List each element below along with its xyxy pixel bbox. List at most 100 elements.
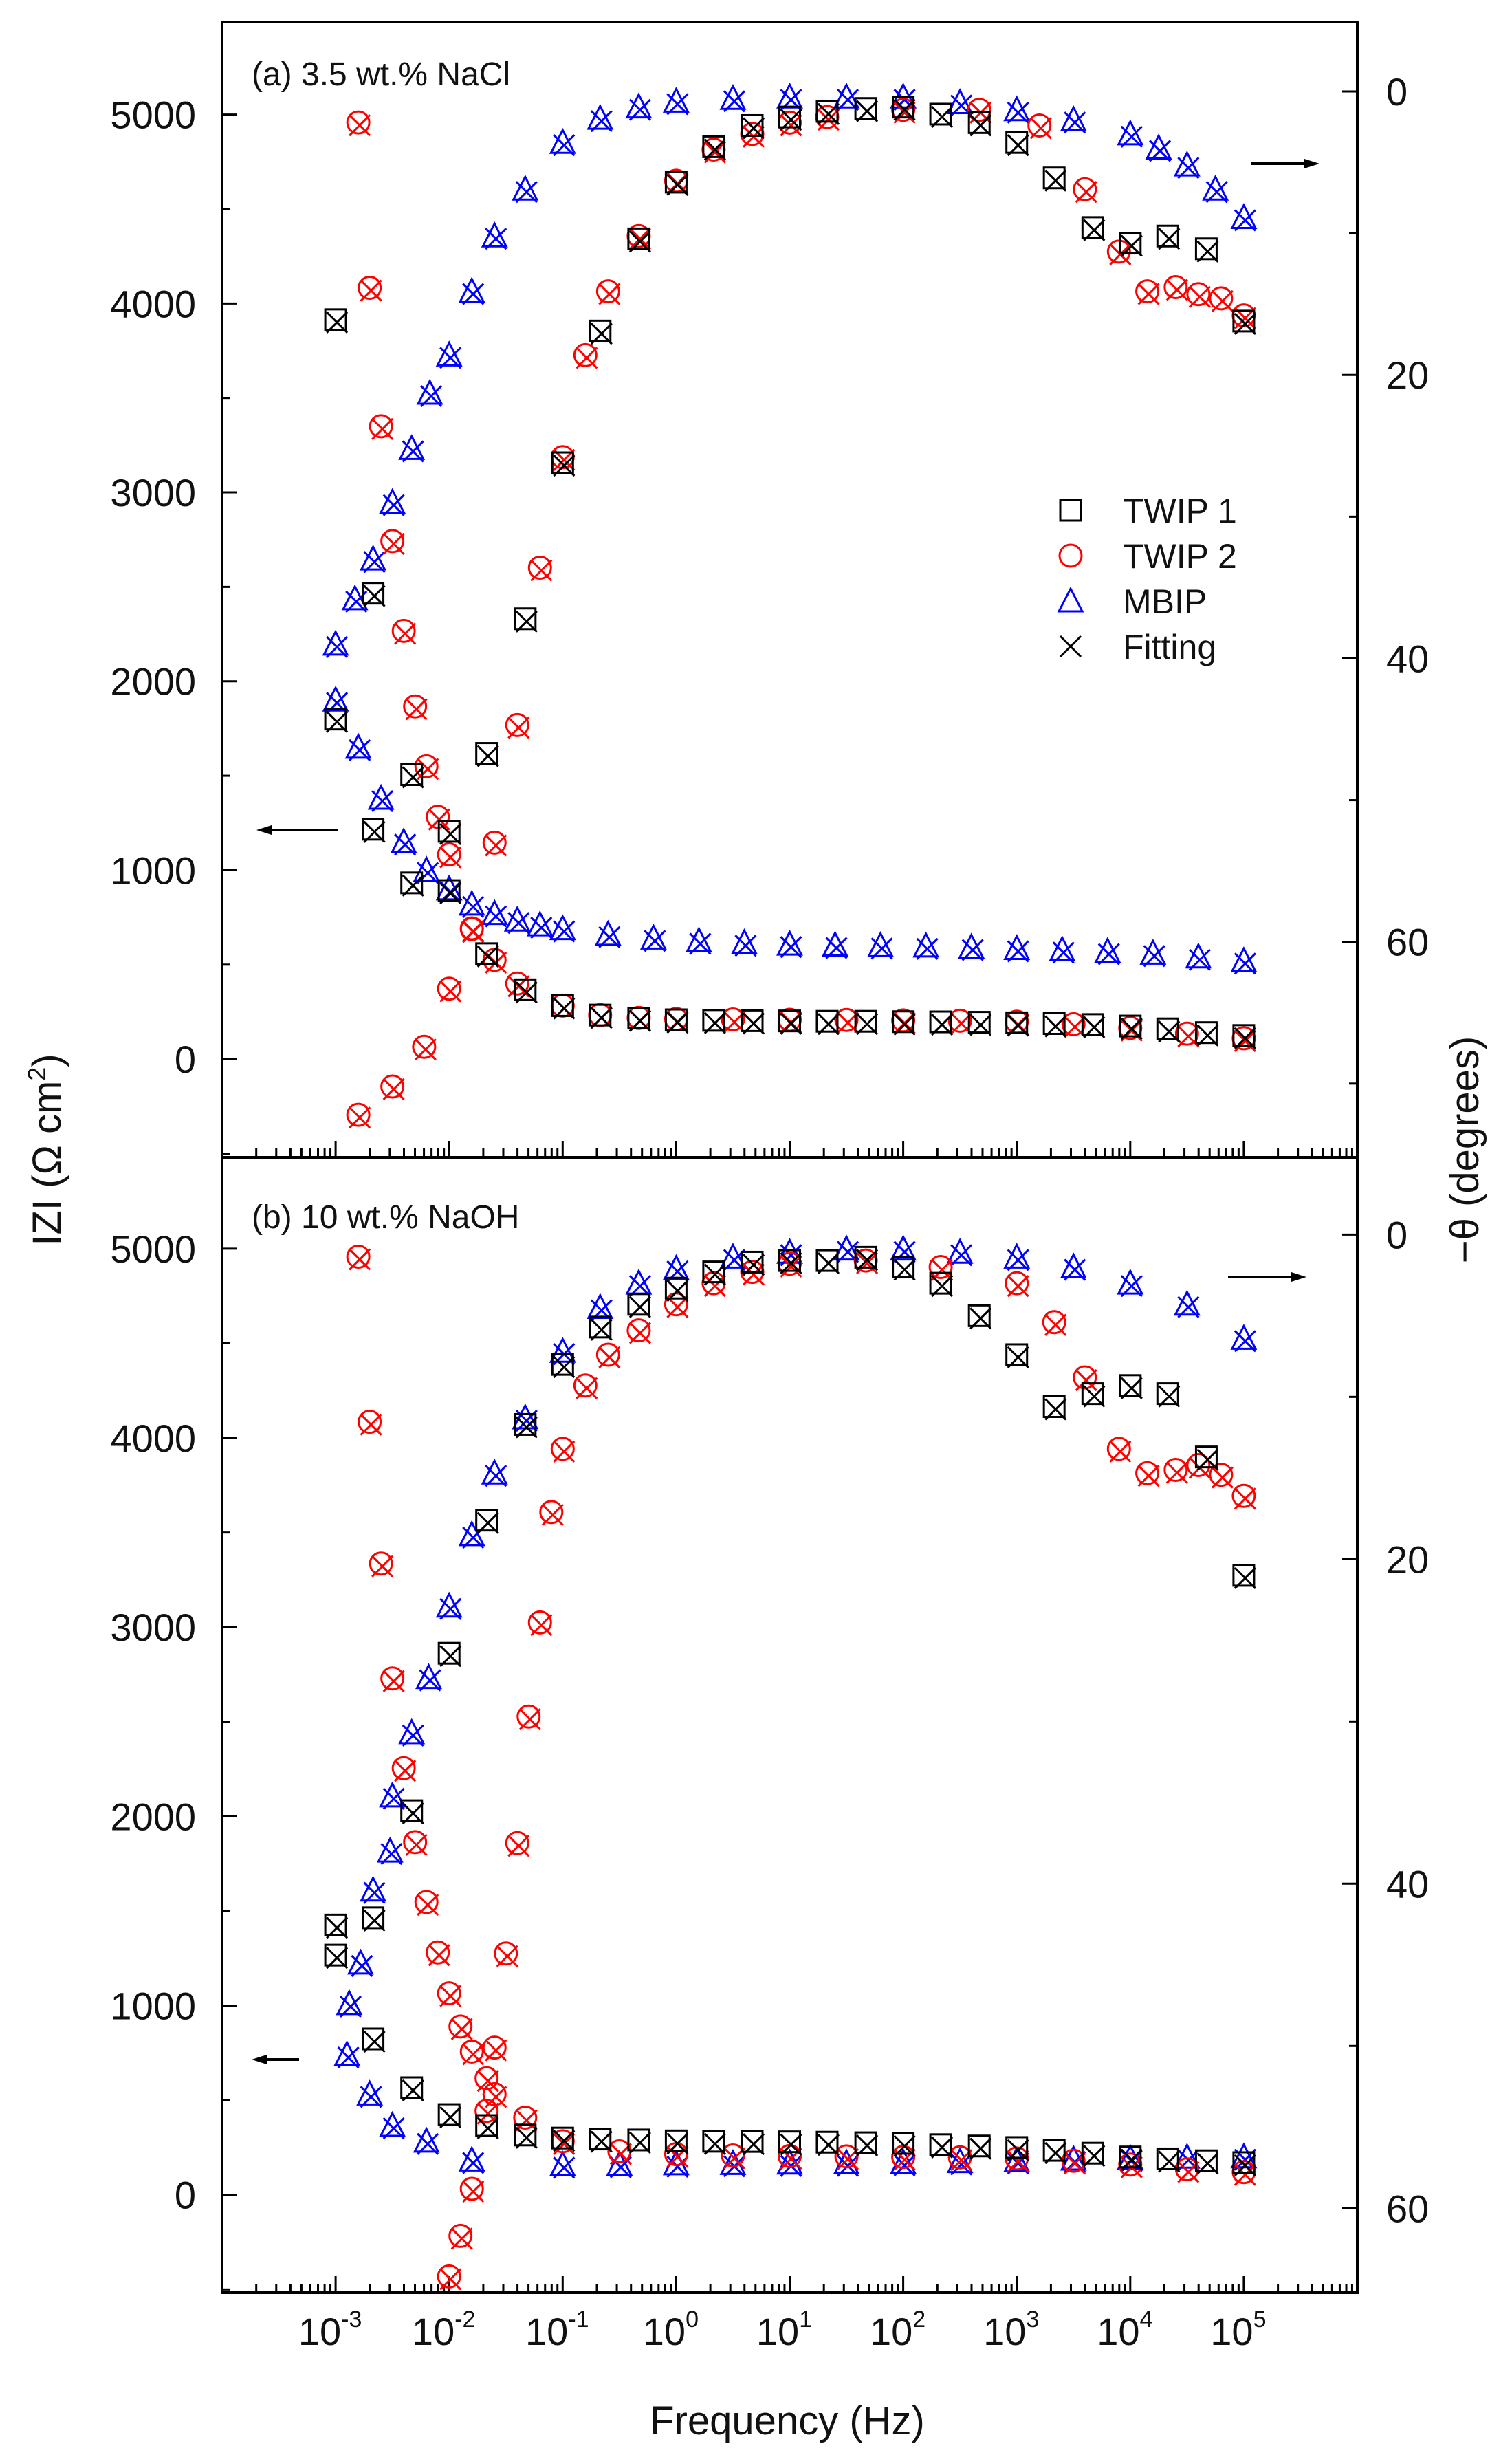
fitting-phase-point xyxy=(1064,111,1086,134)
twip-1-modulus-point xyxy=(1194,2149,1218,2172)
fitting-phase-point xyxy=(1234,1566,1256,1589)
left-arrowhead-icon xyxy=(256,825,272,835)
right-tick-label: 40 xyxy=(1386,637,1429,680)
fitting-phase-point xyxy=(402,440,424,463)
fitting-phase-point xyxy=(439,1597,462,1620)
twip-2-modulus-point xyxy=(426,1940,450,1965)
mbip-phase-point xyxy=(336,1989,363,2016)
twip-1-modulus-point xyxy=(854,2131,877,2154)
twip-1-phase-point xyxy=(627,227,650,250)
twip-2-modulus-point xyxy=(369,414,393,439)
fitting-phase-point xyxy=(476,745,499,767)
fitting-phase-point xyxy=(628,1322,651,1344)
twip-2-phase-point xyxy=(1027,113,1052,138)
x-tick-label: 105 xyxy=(1210,2306,1266,2353)
fitting-phase-point xyxy=(515,610,538,633)
fitting-phase-point xyxy=(1165,279,1188,301)
fitting-phase-point xyxy=(1044,169,1067,192)
y-left-title-main: IZI (Ω cm xyxy=(25,1081,69,1246)
right-tick-label: 40 xyxy=(1386,1862,1429,1905)
legend: TWIP 1 TWIP 2 MBIP Fitting xyxy=(1057,492,1237,666)
fitting-phase-point xyxy=(439,347,462,369)
right-tick-label: 0 xyxy=(1386,1213,1407,1256)
twip-2-modulus-point xyxy=(437,1981,461,2006)
fitting-modulus-point xyxy=(817,1013,840,1036)
twip-1-modulus-point xyxy=(589,1003,612,1027)
fitting-modulus-point xyxy=(553,997,576,1020)
fitting-phase-point xyxy=(628,1296,651,1318)
fitting-modulus-point xyxy=(439,2106,462,2129)
fitting-modulus-point xyxy=(1007,2150,1029,2172)
twip-2-phase-point xyxy=(1005,1271,1029,1296)
data-marks-layer xyxy=(322,82,1258,2291)
mbip-modulus-point xyxy=(776,929,803,956)
mbip-phase-point xyxy=(360,1875,387,1902)
fitting-modulus-point xyxy=(1234,2154,1256,2177)
fitting-phase-point xyxy=(326,635,349,658)
fitting-phase-point xyxy=(780,1252,802,1275)
twip-2-modulus-point xyxy=(513,2105,538,2130)
mbip-phase-point xyxy=(1145,133,1172,160)
fitting-phase-point xyxy=(485,228,507,250)
twip-1-phase-point xyxy=(1156,1382,1179,1406)
fitting-modulus-point xyxy=(893,2154,916,2177)
twip-2-modulus-point xyxy=(474,2066,499,2090)
twip-2-phase-point xyxy=(527,1610,552,1635)
twip-2-modulus-point xyxy=(459,2039,484,2064)
fitting-phase-point xyxy=(1083,1385,1106,1408)
legend-label: TWIP 2 xyxy=(1123,537,1237,576)
twip-1-modulus-point xyxy=(1232,2151,1256,2174)
fitting-phase-point xyxy=(485,2039,507,2062)
mbip-modulus-point xyxy=(549,2150,576,2176)
twip-2-modulus-point xyxy=(391,618,416,643)
fitting-modulus-point xyxy=(870,937,893,960)
twip-2-modulus-point xyxy=(391,1756,416,1780)
legend-label: TWIP 1 xyxy=(1123,492,1237,530)
fitting-phase-point xyxy=(1007,1249,1029,1271)
fitting-phase-point xyxy=(485,834,507,857)
mbip-modulus-point xyxy=(822,930,849,957)
fitting-modulus-point xyxy=(476,2117,499,2140)
mbip-phase-point xyxy=(1003,1243,1031,1269)
mbip-modulus-point xyxy=(458,2145,485,2172)
fitting-modulus-point xyxy=(969,2137,992,2160)
fitting-phase-point xyxy=(780,109,802,131)
twip-2-modulus-point xyxy=(834,1007,859,1032)
fitting-phase-point xyxy=(1120,1275,1143,1298)
fitting-phase-point xyxy=(518,1708,541,1731)
mbip-phase-point xyxy=(458,276,485,303)
fitting-phase-point xyxy=(1075,1368,1097,1392)
right-tick-label: 20 xyxy=(1386,1538,1429,1581)
fitting-modulus-point xyxy=(428,1944,450,1967)
mbip-phase-point xyxy=(1003,95,1031,122)
mbip-phase-point xyxy=(360,544,387,571)
fitting-phase-point xyxy=(950,1244,973,1267)
fitting-phase-point xyxy=(476,1511,499,1534)
fitting-phase-point xyxy=(339,1995,362,2018)
fitting-modulus-point xyxy=(553,2130,576,2152)
fitting-phase-point xyxy=(402,766,424,789)
fitting-modulus-point xyxy=(1044,1015,1067,1038)
twip-1-phase-point xyxy=(967,111,991,134)
fitting-phase-point xyxy=(598,283,621,305)
fitting-phase-point xyxy=(590,1318,613,1341)
fitting-phase-point xyxy=(703,1275,726,1298)
fitting-modulus-point xyxy=(1120,1018,1143,1040)
fitting-phase-point xyxy=(1029,117,1052,140)
fitting-phase-point xyxy=(1007,1275,1029,1298)
mbip-phase-point xyxy=(1173,1289,1201,1316)
x-tick-label: 103 xyxy=(983,2306,1039,2353)
twip-1-phase-point xyxy=(778,1249,801,1272)
mbip-modulus-point xyxy=(867,931,895,957)
axes-layer: 0100020003000400050000204060010002000300… xyxy=(110,21,1429,2353)
twip-1-modulus-point xyxy=(815,2130,839,2154)
fitting-phase-point xyxy=(530,559,553,582)
fitting-modulus-point xyxy=(394,1760,417,1782)
fitting-phase-point xyxy=(666,93,689,116)
y-left-title-end: ) xyxy=(25,1053,69,1067)
fitting-phase-point xyxy=(969,1307,992,1330)
twip-2-phase-point xyxy=(573,342,598,367)
twip-2-phase-point xyxy=(1209,1463,1234,1487)
twip-1-modulus-point xyxy=(589,2128,612,2151)
fitting-phase-point xyxy=(1120,234,1143,257)
